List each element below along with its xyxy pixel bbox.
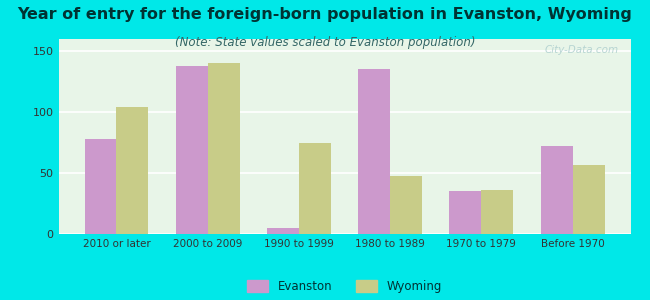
Bar (267, 228, 299, 234)
Text: (Note: State values scaled to Evanston population): (Note: State values scaled to Evanston p… (175, 36, 475, 49)
Bar (207, 63, 240, 234)
Bar (573, 164, 604, 234)
Bar (358, 70, 390, 234)
Bar (449, 191, 482, 234)
Bar (541, 146, 573, 234)
Legend: Evanston, Wyoming: Evanston, Wyoming (242, 275, 447, 298)
Bar (482, 190, 514, 234)
Bar (176, 66, 207, 234)
Bar (390, 176, 422, 234)
Bar (84, 139, 116, 234)
Text: Year of entry for the foreign-born population in Evanston, Wyoming: Year of entry for the foreign-born popul… (18, 8, 632, 22)
Text: City-Data.com: City-Data.com (545, 45, 619, 55)
Bar (116, 107, 148, 234)
Bar (299, 142, 331, 234)
